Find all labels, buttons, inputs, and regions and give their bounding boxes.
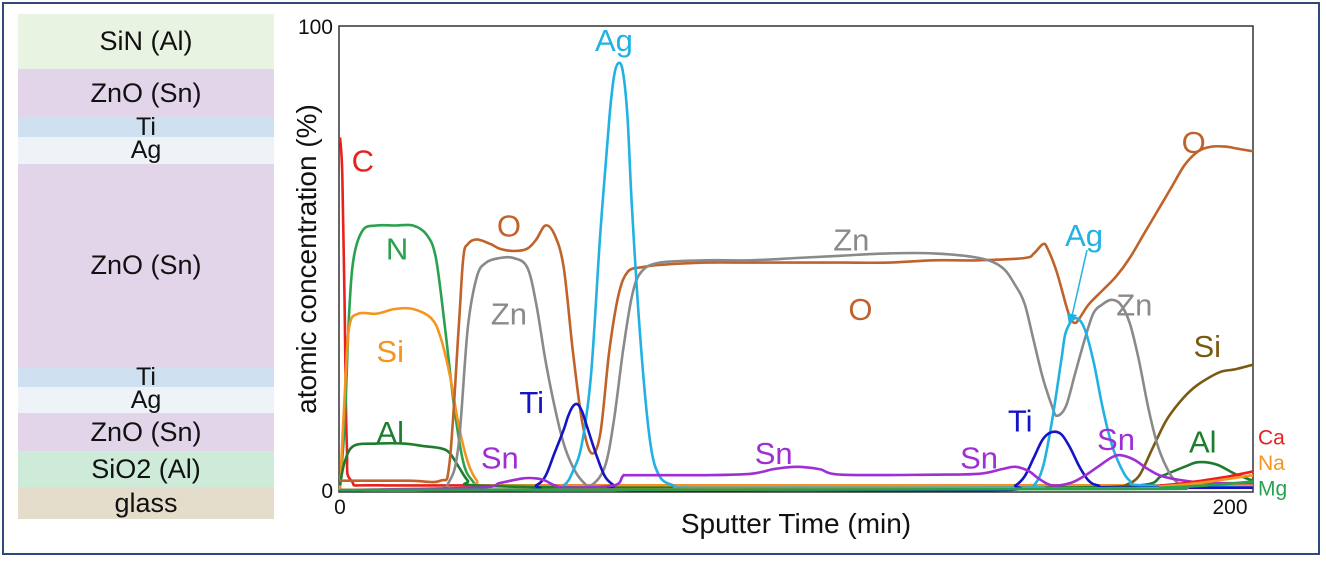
x-tick-0: 0 (334, 496, 346, 519)
series-label-c-0: C (352, 144, 374, 179)
series-label-zn-15: Zn (1116, 287, 1152, 322)
layer-stack: SiN (Al) ZnO (Sn) Ti Ag ZnO (Sn) Ti Ag ZnO (Sn)… (18, 14, 274, 520)
layer-zno-sn: ZnO (Sn) (18, 164, 274, 367)
series-label-al-19: Al (1189, 424, 1217, 459)
layer-zno-sn: ZnO (Sn) (18, 413, 274, 451)
layer-ag: Ag (18, 387, 274, 413)
series-label-ti-13: Ti (1008, 403, 1033, 438)
y-tick-0: 0 (321, 480, 333, 503)
series-line-si-2 (338, 306, 1253, 491)
series-line-zn-6 (339, 251, 1254, 492)
series-label-si-18: Si (1194, 329, 1222, 364)
series-label-ag-8: Ag (595, 23, 633, 58)
edge-label-mg: Mg (1258, 478, 1287, 501)
series-layer (338, 61, 1254, 492)
y-axis-title: atomic concentration (%) (291, 104, 322, 414)
series-label-o-4: O (497, 209, 521, 244)
layer-ti: Ti (18, 117, 274, 137)
series-label-sn-11: Sn (755, 436, 793, 471)
series-label-o-10: O (848, 292, 872, 327)
ag-arrow (1067, 249, 1088, 325)
series-line-al-4 (338, 442, 1254, 490)
layer-glass: glass (18, 487, 274, 519)
edge-label-na: Na (1258, 452, 1285, 475)
figure-frame (2, 2, 1320, 555)
series-label-al-3: Al (376, 415, 404, 450)
series-line-ag-7 (339, 61, 1254, 492)
layer-ti: Ti (18, 367, 274, 387)
x-axis-title: Sputter Time (min) (681, 508, 911, 539)
layer-ag: Ag (18, 137, 274, 164)
series-label-n-1: N (386, 232, 408, 267)
x-tick-200: 200 (1212, 496, 1247, 519)
series-label-ti-7: Ti (519, 385, 544, 420)
plot-area (338, 25, 1254, 493)
series-label-zn-9: Zn (833, 222, 869, 257)
y-tick-100: 100 (298, 16, 333, 39)
series-label-sn-16: Sn (1097, 422, 1135, 457)
edge-label-ca: Ca (1258, 427, 1285, 450)
series-label-o-17: O (1182, 125, 1206, 160)
layer-zno-sn: ZnO (Sn) (18, 69, 274, 117)
series-label-sn-6: Sn (481, 441, 519, 476)
layer-sin-al: SiN (Al) (18, 14, 274, 69)
series-line-o-5 (340, 144, 1254, 484)
series-label-ag-14: Ag (1065, 218, 1103, 253)
series-line-sn-9 (339, 453, 1254, 492)
series-line-mg-12 (339, 480, 1254, 492)
series-label-si-2: Si (376, 334, 404, 369)
series-label-zn-5: Zn (491, 297, 527, 332)
layer-sio2-al: SiO2 (Al) (18, 451, 274, 487)
series-label-sn-12: Sn (960, 441, 998, 476)
